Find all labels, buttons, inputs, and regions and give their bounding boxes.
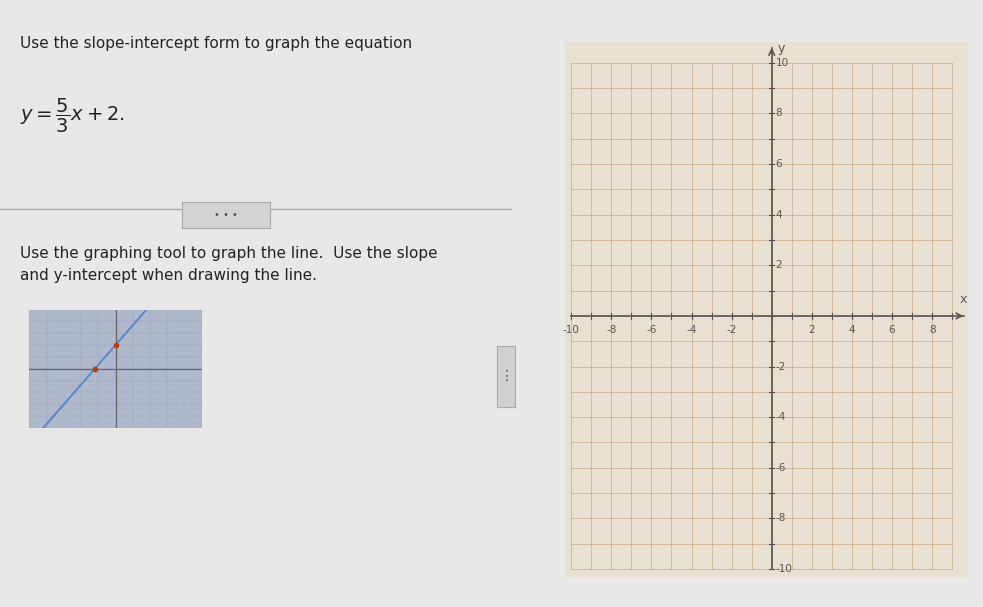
Text: graph: graph — [131, 404, 171, 418]
Text: -4: -4 — [686, 325, 697, 334]
Text: • • •: • • • — [214, 210, 238, 220]
Text: 6: 6 — [889, 325, 896, 334]
Text: 4: 4 — [776, 209, 782, 220]
Text: 2: 2 — [809, 325, 815, 334]
Text: 2: 2 — [776, 260, 782, 270]
Text: $y = \dfrac{5}{3}x + 2.$: $y = \dfrac{5}{3}x + 2.$ — [21, 97, 125, 135]
Text: -10: -10 — [776, 564, 792, 574]
Text: Click to: Click to — [131, 337, 182, 351]
Text: 6: 6 — [776, 159, 782, 169]
Text: -2: -2 — [726, 325, 737, 334]
Text: y: y — [778, 42, 785, 55]
Text: ⋮: ⋮ — [499, 369, 513, 384]
Text: -6: -6 — [776, 463, 785, 473]
Text: 4: 4 — [848, 325, 855, 334]
Text: -6: -6 — [646, 325, 657, 334]
Text: 8: 8 — [929, 325, 936, 334]
Text: -8: -8 — [607, 325, 616, 334]
Text: enlarge: enlarge — [131, 370, 183, 384]
Text: 8: 8 — [776, 109, 782, 118]
Text: x: x — [959, 293, 967, 307]
Text: 10: 10 — [776, 58, 788, 68]
Text: -2: -2 — [776, 362, 785, 371]
Text: Use the graphing tool to graph the line.  Use the slope
and y-intercept when dra: Use the graphing tool to graph the line.… — [21, 246, 438, 283]
Text: -4: -4 — [776, 412, 785, 422]
Text: Use the slope-intercept form to graph the equation: Use the slope-intercept form to graph th… — [21, 36, 413, 52]
Text: -10: -10 — [563, 325, 580, 334]
Text: -8: -8 — [776, 514, 785, 523]
